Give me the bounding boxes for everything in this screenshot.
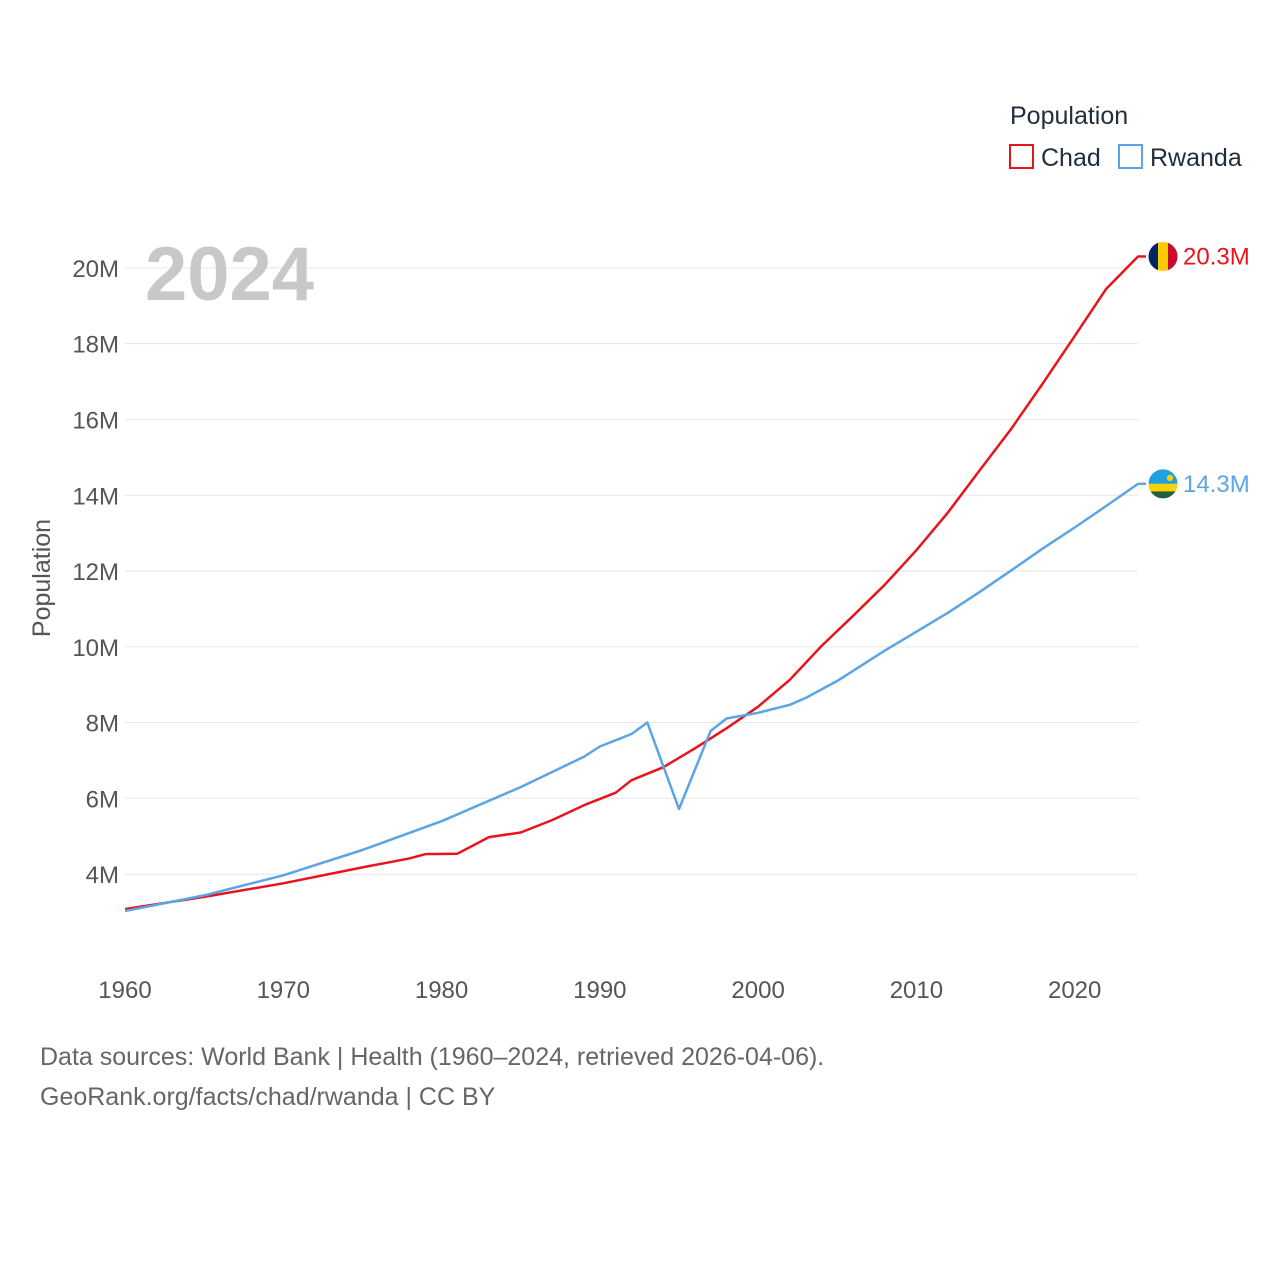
x-tick-label: 1960 [98,977,151,1004]
y-tick-label: 16M [72,407,119,434]
x-tick-label: 1990 [573,977,626,1004]
y-axis-title: Population [28,519,56,637]
x-tick-label: 1980 [415,977,468,1004]
rwanda-flag-icon [1147,468,1179,500]
y-tick-label: 14M [72,483,119,510]
legend-item-chad[interactable]: Chad [1009,144,1101,172]
x-tick-label: 2020 [1048,977,1101,1004]
x-axis-ticks: 1960 1970 1980 1990 2000 2010 2020 [98,977,1101,1004]
end-markers: 20.3M 14.3M [1147,241,1250,500]
data-source-note: Data sources: World Bank | Health (1960–… [40,1043,825,1071]
grid-lines [125,267,1138,875]
y-axis-ticks: 4M 6M 8M 10M 12M 14M 16M 18M 20M [72,256,119,889]
legend-label-rwanda: Rwanda [1150,144,1242,172]
series-line-rwanda[interactable] [124,482,1146,913]
legend-swatch-rwanda [1118,144,1143,169]
y-tick-label: 18M [72,332,119,359]
chad-flag-icon [1147,241,1179,273]
y-tick-label: 8M [86,711,119,738]
y-tick-label: 6M [86,786,119,813]
series-layer [124,255,1146,913]
legend-title: Population [1010,102,1128,130]
legend-swatch-chad [1009,144,1034,169]
y-tick-label: 4M [86,862,119,889]
y-tick-label: 20M [72,256,119,283]
end-value-label-rwanda: 14.3M [1183,471,1250,498]
y-tick-label: 12M [72,559,119,586]
current-year-label: 2024 [145,232,314,317]
y-tick-label: 10M [72,635,119,662]
legend: Population Chad Rwanda [1009,102,1242,172]
x-tick-label: 1970 [257,977,310,1004]
x-tick-label: 2010 [890,977,943,1004]
legend-item-rwanda[interactable]: Rwanda [1118,144,1242,172]
end-value-label-chad: 20.3M [1183,244,1250,271]
x-tick-label: 2000 [731,977,784,1004]
source-link[interactable]: GeoRank.org/facts/chad/rwanda | CC BY [40,1083,496,1111]
series-line-chad[interactable] [124,255,1146,911]
legend-label-chad: Chad [1041,144,1101,172]
